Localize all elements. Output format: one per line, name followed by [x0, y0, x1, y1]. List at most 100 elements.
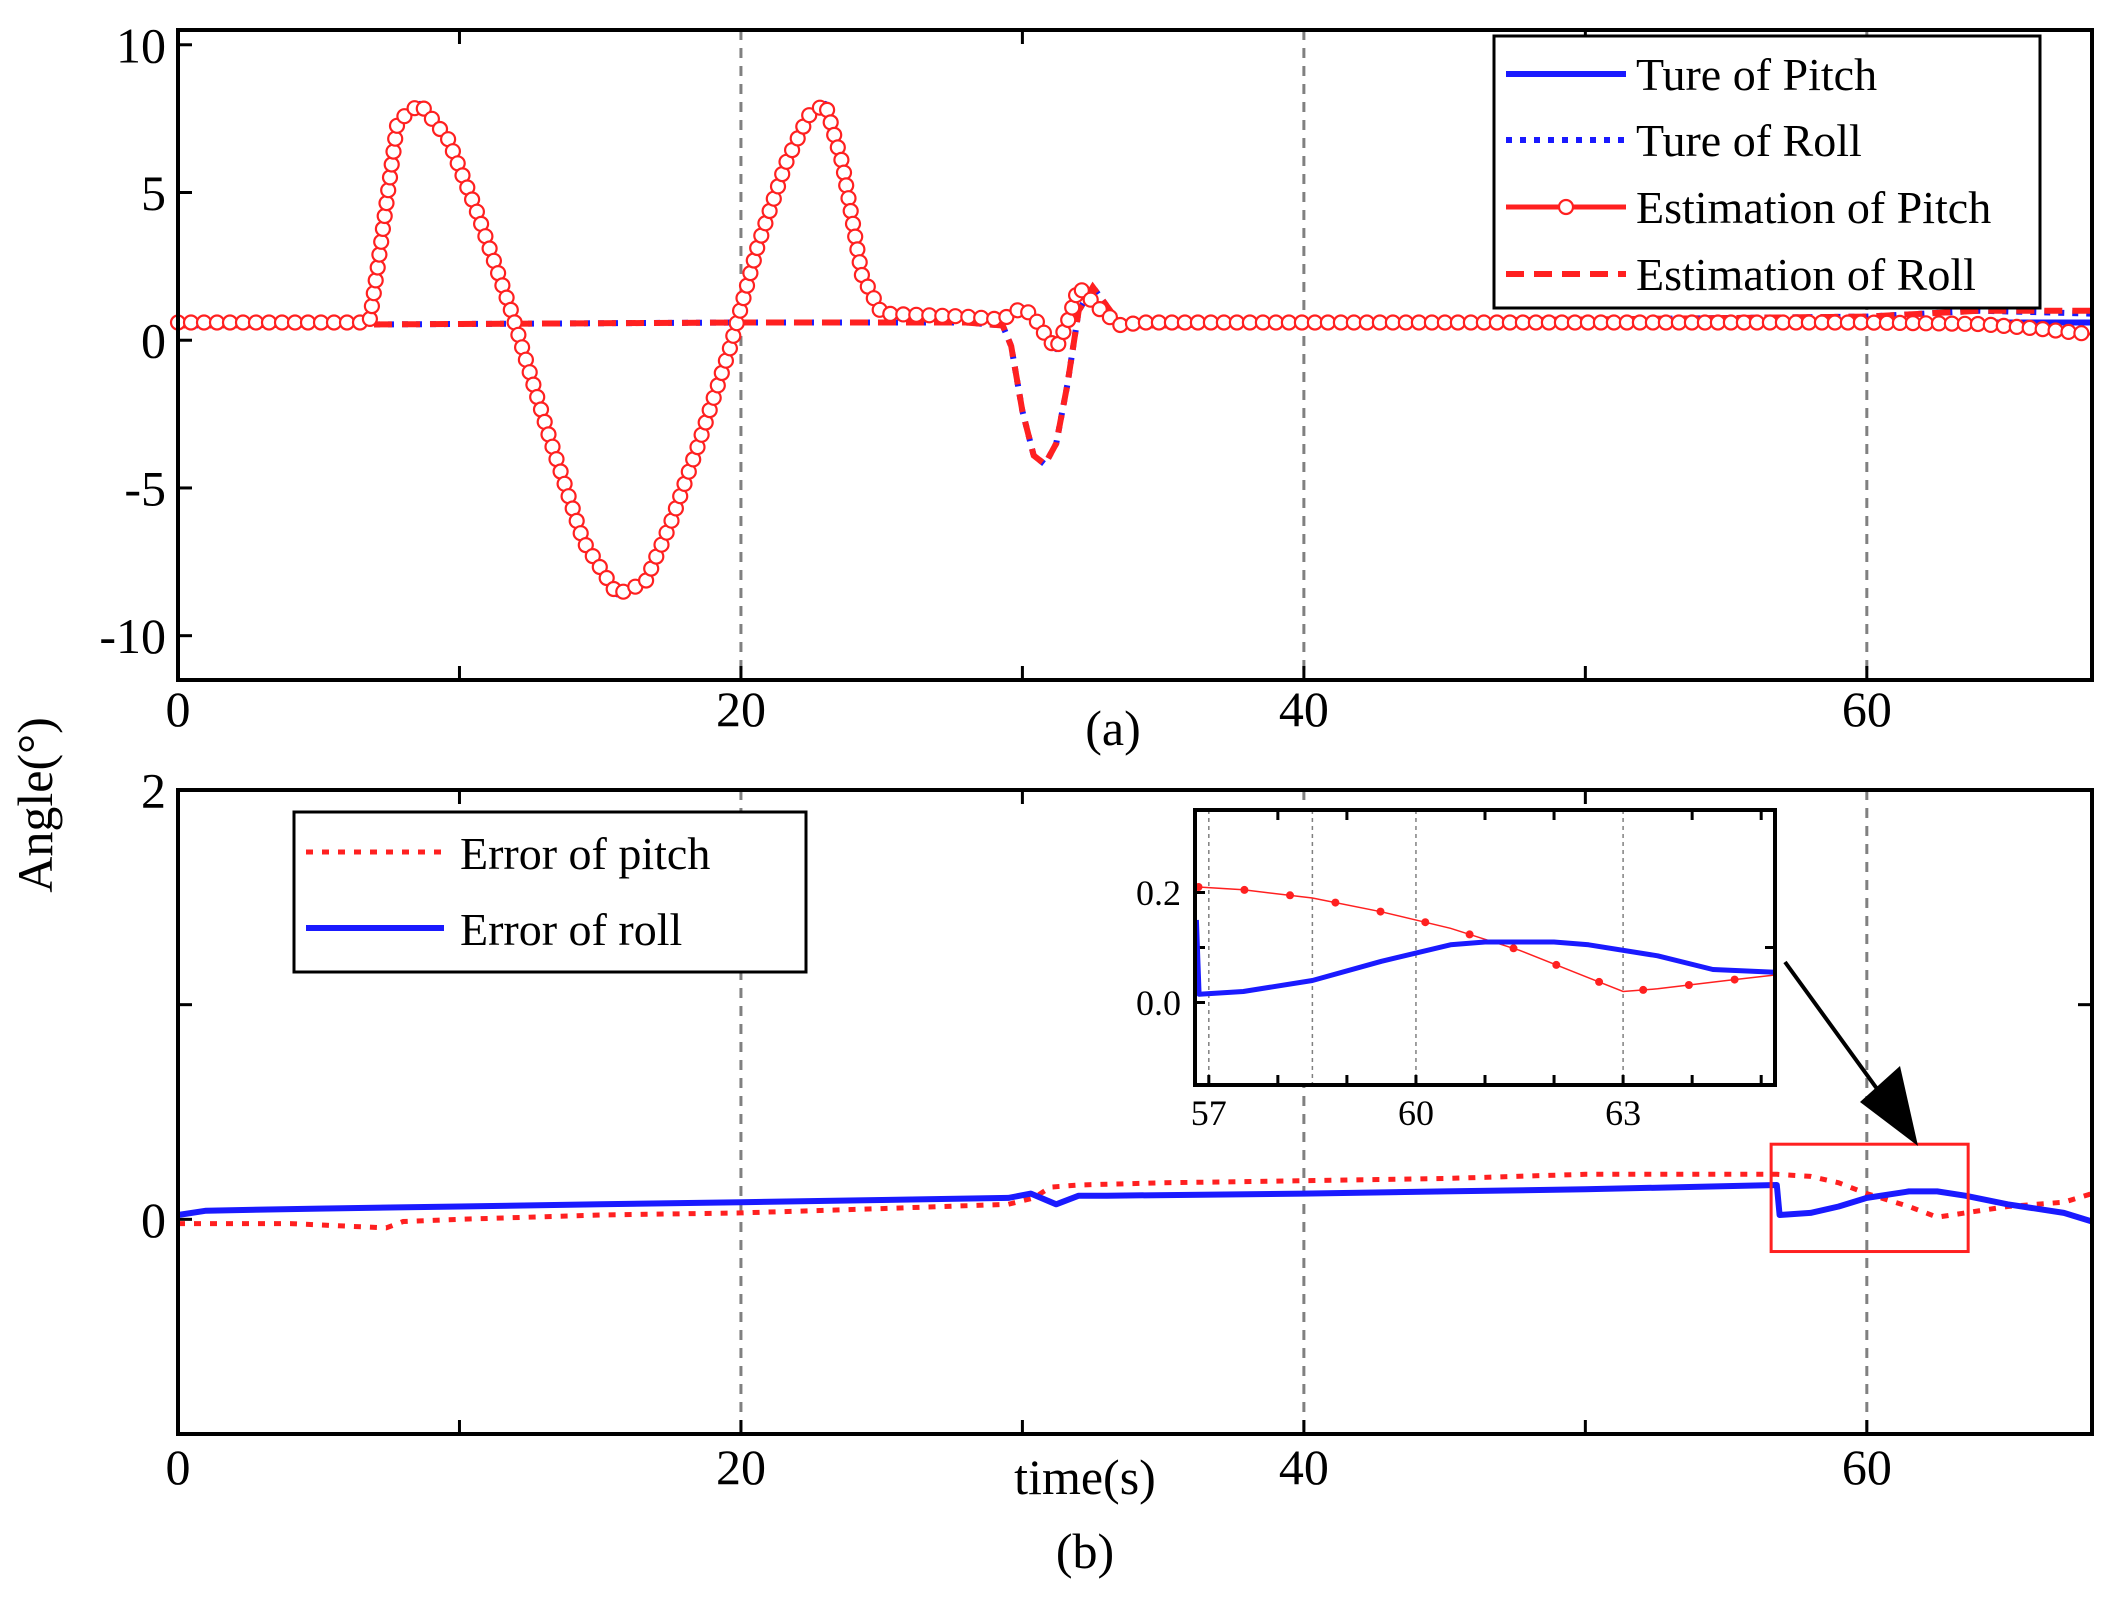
panelB-y-tick-label: 2 — [141, 763, 166, 819]
estimation-of-pitch-marker — [908, 306, 925, 323]
legend-label-error-of-roll: Error of roll — [460, 904, 682, 955]
estimation-of-pitch-marker — [1904, 315, 1922, 332]
estimation-of-pitch-marker — [801, 107, 818, 124]
estimation-of-pitch-marker — [312, 314, 330, 331]
panel-b-legend: Error of pitch Error of roll — [292, 810, 808, 974]
panelB-x-tick-label: 60 — [1842, 1439, 1892, 1495]
estimation-of-pitch-marker — [234, 314, 252, 331]
estimation-of-pitch-marker — [835, 164, 853, 181]
estimation-of-pitch-marker — [1917, 315, 1935, 332]
inset-y-tick-label: 0.2 — [1136, 873, 1181, 913]
legend-label-estimation-of-pitch: Estimation of Pitch — [1636, 182, 1991, 233]
estimation-of-pitch-marker — [423, 110, 440, 127]
estimation-of-pitch-marker — [2021, 319, 2038, 336]
estimation-of-pitch-marker — [947, 308, 964, 325]
estimation-of-pitch-marker — [385, 143, 402, 160]
estimation-of-pitch-marker — [1101, 309, 1119, 326]
inset-pitch-marker — [1286, 891, 1294, 900]
estimation-of-pitch-marker — [973, 309, 990, 326]
estimation-of-pitch-marker — [851, 254, 868, 271]
estimation-of-pitch-marker — [844, 215, 862, 232]
estimation-of-pitch-marker — [847, 228, 864, 245]
estimation-of-pitch-marker — [895, 306, 912, 323]
estimation-of-pitch-marker — [1852, 314, 1870, 331]
zoom-arrow-head — [1860, 1066, 1918, 1146]
estimation-of-pitch-marker — [1865, 314, 1883, 331]
inset-x-tick-label: 63 — [1605, 1093, 1641, 1133]
inset-pitch-marker — [1240, 885, 1249, 894]
estimation-of-pitch-marker — [882, 305, 899, 322]
estimation-of-pitch-marker — [849, 241, 866, 258]
panelA-x-tick-label: 60 — [1842, 681, 1892, 737]
estimation-of-pitch-marker — [1943, 315, 1961, 332]
estimation-of-pitch-marker — [369, 259, 386, 276]
estimation-of-pitch-marker — [838, 177, 855, 194]
estimation-of-pitch-marker — [371, 246, 388, 263]
zoom-arrow — [1783, 960, 1918, 1146]
estimation-of-pitch-marker — [1891, 314, 1909, 331]
estimation-of-pitch-marker — [2073, 325, 2090, 342]
inset-y-tick-label: 0.0 — [1136, 983, 1181, 1023]
panelA-x-tick-label: 0 — [166, 681, 191, 737]
estimation-of-pitch-marker — [182, 314, 200, 331]
inset-pitch-marker — [1376, 907, 1385, 916]
legend-label-estimation-of-roll: Estimation of Roll — [1636, 249, 1976, 300]
estimation-of-pitch-marker — [1956, 315, 1974, 332]
estimation-of-pitch-marker — [363, 298, 380, 315]
estimation-of-pitch-marker — [2060, 323, 2077, 340]
inset-pitch-marker — [1465, 930, 1474, 939]
y-axis-label: Angle(°) — [7, 717, 63, 893]
panelA-x-tick-label: 20 — [716, 681, 766, 737]
panelB-y-tick-label: 0 — [141, 1192, 166, 1248]
estimation-of-pitch-marker — [365, 285, 382, 302]
zoom-box — [1769, 1142, 1970, 1254]
panel-b-frame — [176, 788, 2094, 1436]
panel-a-label: (a) — [1085, 700, 1141, 756]
estimation-of-pitch-marker — [2047, 322, 2064, 339]
legend-label-ture-of-roll: Ture of Roll — [1636, 115, 1862, 166]
panelA-y-tick-label: -10 — [99, 608, 166, 664]
panelA-y-tick-label: -5 — [124, 460, 166, 516]
inset-frame — [1193, 808, 1777, 1087]
estimation-of-pitch-marker — [338, 314, 356, 331]
inset-x-tick-label: 57 — [1191, 1093, 1227, 1133]
panelA-x-tick-label: 40 — [1279, 681, 1329, 737]
x-axis-label: time(s) — [1014, 1449, 1156, 1505]
estimation-of-pitch-marker — [1995, 317, 2012, 334]
estimation-of-pitch-marker — [299, 314, 317, 331]
estimation-of-pitch-marker — [221, 314, 239, 331]
inset-pitch-marker — [1639, 985, 1648, 994]
estimation-of-pitch-marker — [380, 182, 397, 199]
estimation-of-pitch-marker — [833, 151, 850, 168]
panel-a-legend: Ture of Pitch Ture of Roll Estimation of P… — [1492, 34, 2042, 310]
estimation-of-pitch-marker — [1982, 316, 1999, 333]
inset-pitch-marker — [1331, 898, 1340, 907]
inset-x-tick-label: 60 — [1398, 1093, 1434, 1133]
series-ture-of-roll — [177, 281, 2093, 469]
inset-pitch-marker — [1421, 918, 1430, 927]
estimation-of-pitch-marker — [842, 202, 859, 220]
estimation-of-pitch-marker — [208, 314, 226, 331]
legend-label-ture-of-pitch: Ture of Pitch — [1636, 49, 1877, 100]
estimation-of-pitch-marker — [1091, 301, 1108, 318]
inset-pitch-marker — [1684, 981, 1693, 989]
panelA-y-tick-label: 5 — [141, 165, 166, 221]
estimation-of-pitch-marker — [260, 314, 278, 331]
estimation-of-pitch-marker — [367, 272, 384, 289]
estimation-of-pitch-marker — [921, 307, 938, 324]
legend-label-error-of-pitch: Error of pitch — [460, 828, 710, 879]
estimation-of-pitch-marker — [1035, 324, 1053, 341]
inset-series-error-of-roll — [1193, 919, 1776, 997]
estimation-of-pitch-marker — [373, 233, 390, 250]
estimation-of-pitch-marker — [383, 156, 400, 173]
panel-b-label: (b) — [1056, 1523, 1114, 1579]
panelB-x-tick-label: 40 — [1279, 1439, 1329, 1495]
inset-panel: 57 60 63 0.2 0.0 — [1136, 808, 1777, 1133]
estimation-of-pitch-marker — [325, 314, 343, 331]
estimation-of-pitch-marker — [387, 130, 404, 147]
estimation-of-pitch-marker — [374, 220, 391, 237]
estimation-of-pitch-marker — [378, 195, 395, 212]
inset-pitch-marker — [1509, 944, 1518, 953]
